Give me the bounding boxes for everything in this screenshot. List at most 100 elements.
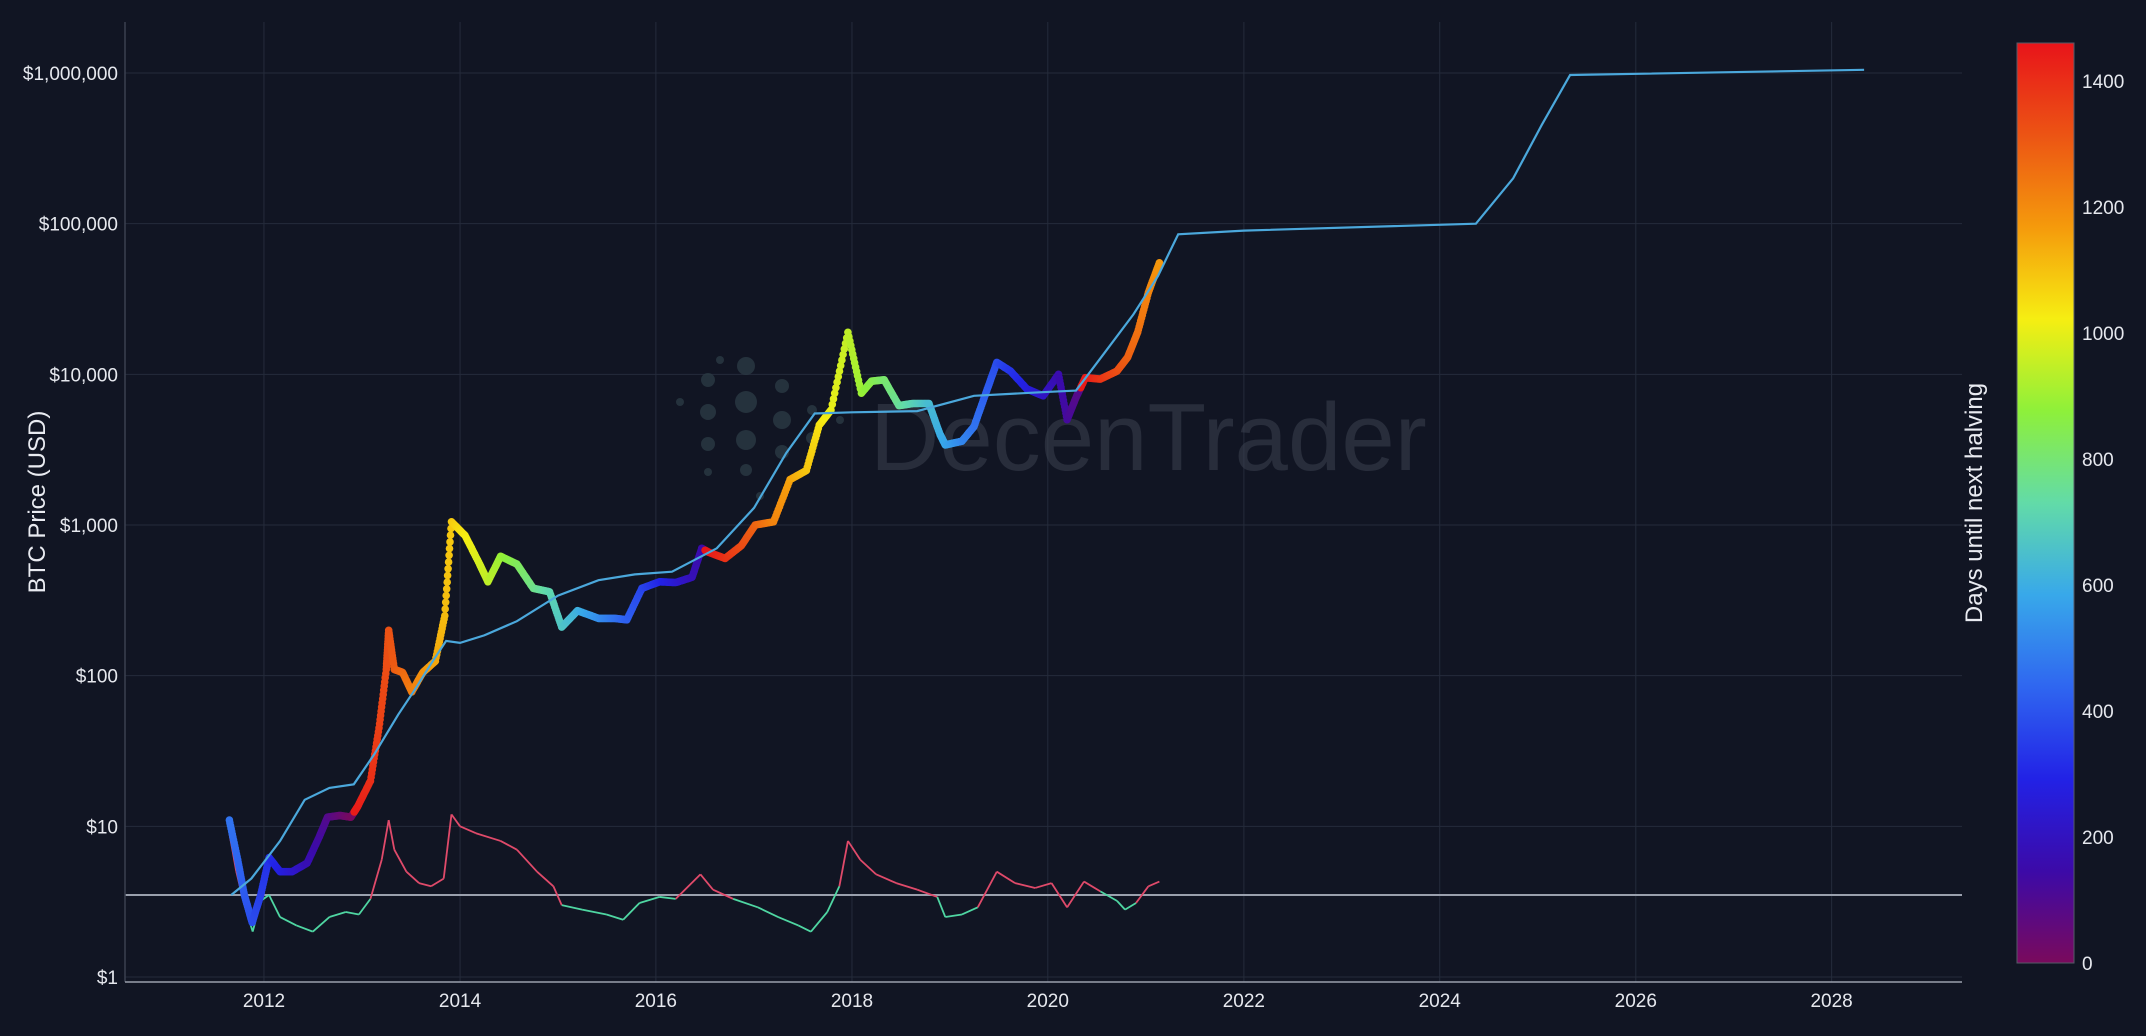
x-tick-label: 2024 — [1419, 991, 1462, 1012]
oscillator-segment — [442, 814, 453, 879]
oscillator-segment — [936, 896, 947, 918]
colorbar-tick-label: 200 — [2082, 828, 2114, 849]
colorbar-tick-label: 1000 — [2082, 324, 2124, 345]
colorbar-tick-label: 1400 — [2082, 72, 2124, 93]
price-point — [446, 531, 455, 539]
oscillator-segment — [358, 898, 372, 916]
oscillator-segment — [1135, 885, 1150, 904]
watermark-logo-dot — [700, 404, 716, 420]
oscillator-segment — [393, 849, 408, 873]
oscillator-segment — [1034, 882, 1052, 889]
oscillator-segment — [1014, 882, 1036, 889]
x-tick-label: 2014 — [439, 991, 482, 1012]
price-point — [442, 585, 451, 593]
x-tick-label: 2018 — [831, 991, 873, 1012]
oscillator-segment — [712, 888, 734, 900]
colorbar: 0 200 400 600 800 1000 1200 1400 Days until next… — [1961, 42, 2124, 975]
colorbar-tick-label: 400 — [2082, 702, 2114, 723]
oscillator-segment — [536, 871, 555, 887]
oscillator-segment — [606, 913, 624, 921]
watermark-logo-dot — [836, 416, 844, 424]
watermark-logo-dot — [737, 357, 755, 375]
oscillator-segment — [1124, 902, 1137, 911]
oscillator-segment — [450, 813, 461, 827]
colorbar-tick-label: 800 — [2082, 450, 2114, 471]
oscillator-segment — [312, 916, 331, 933]
y-axis-title: BTC Price (USD) — [24, 411, 51, 594]
plot-area — [125, 68, 1962, 933]
oscillator-segment — [838, 840, 849, 887]
watermark-logo-dot — [775, 379, 789, 393]
oscillator-segment — [639, 896, 660, 904]
oscillator-segment — [847, 840, 862, 861]
price-point — [441, 598, 450, 607]
y-tick-label: $1,000,000 — [23, 64, 118, 85]
colorbar-tick-label: 1200 — [2082, 198, 2124, 219]
oscillator-segment — [405, 871, 420, 884]
y-tick-label: $1,000 — [60, 516, 118, 537]
oscillator-segment — [1116, 900, 1126, 911]
oscillator-segment — [418, 882, 432, 888]
oscillator-segment — [581, 908, 607, 916]
oscillator-segment — [516, 849, 538, 873]
y-tick-label: $10,000 — [49, 365, 118, 386]
colorbar-tick-label: 0 — [2082, 954, 2093, 975]
watermark-logo-dot — [704, 468, 712, 476]
oscillator-segment — [268, 894, 281, 918]
oscillator-segment — [961, 906, 979, 916]
x-tick-label: 2022 — [1223, 991, 1265, 1012]
x-tick-label: 2028 — [1810, 991, 1852, 1012]
price-point — [443, 571, 452, 580]
oscillator-segment — [475, 832, 501, 842]
watermark-logo-dot — [676, 398, 684, 406]
colorbar-title: Days until next halving — [1961, 383, 1988, 623]
oscillator-segment — [976, 871, 998, 908]
oscillator-segment — [1050, 882, 1068, 908]
oscillator-segment — [916, 888, 938, 898]
oscillator-segment — [380, 819, 390, 860]
model-line — [230, 68, 1865, 896]
y-tick-label: $10 — [86, 817, 118, 838]
oscillator-segment — [675, 873, 702, 900]
colorbar-tick-label: 600 — [2082, 576, 2114, 597]
price-point — [444, 565, 452, 573]
watermark-logo-dot — [701, 373, 715, 387]
oscillator-segment — [757, 906, 779, 918]
oscillator-segment — [797, 924, 812, 933]
oscillator-segment — [430, 877, 445, 888]
watermark-text: DecenTrader — [870, 384, 1427, 491]
price-point — [441, 605, 450, 613]
oscillator-segment — [732, 898, 759, 909]
oscillator-segment — [561, 904, 583, 911]
oscillator-segment — [875, 873, 897, 884]
price-point — [1155, 258, 1164, 267]
oscillator-segment — [895, 882, 918, 891]
oscillator-segment — [622, 902, 641, 921]
watermark-logo-dot — [716, 356, 724, 364]
oscillator-segment — [1066, 881, 1085, 908]
price-point — [443, 578, 452, 586]
x-tick-label: 2016 — [635, 991, 677, 1012]
watermark-logo-dot — [736, 430, 756, 450]
price-point — [441, 611, 449, 620]
oscillator-segment — [345, 911, 360, 916]
x-tick-label: 2020 — [1027, 991, 1069, 1012]
oscillator-segment — [279, 916, 297, 927]
oscillator-segment — [296, 924, 314, 933]
oscillator-segment — [996, 870, 1016, 884]
watermark-logo-dot — [701, 437, 715, 451]
oscillator-segment — [659, 896, 676, 900]
x-tick-label: 2026 — [1615, 991, 1657, 1012]
oscillator-segment — [945, 913, 963, 918]
oscillator-segment — [459, 825, 477, 835]
oscillator-segment — [859, 859, 877, 876]
oscillator-segment — [1099, 890, 1118, 902]
oscillator-segment — [777, 916, 799, 927]
oscillator-segment — [552, 885, 563, 906]
watermark-logo-dot — [735, 391, 757, 413]
oscillator-segment — [369, 859, 383, 900]
grid — [125, 22, 1962, 982]
oscillator-segment — [826, 885, 841, 913]
